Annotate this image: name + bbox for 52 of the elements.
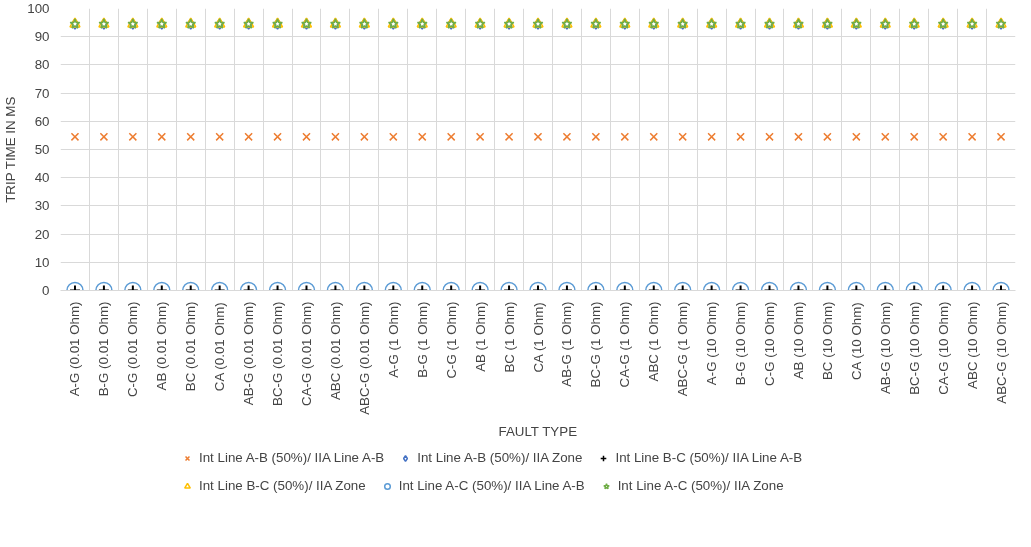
x-tick-label: ABC (10 Ohm) [964,301,980,389]
legend-label: Int Line A-B (50%)/ IIA Zone [417,450,583,465]
x-tick-label: CA-G (10 Ohm) [935,301,951,395]
y-tick-label: 60 [34,113,50,129]
x-tick-label: BC (1 Ohm) [501,301,517,373]
x-tick-label: A-G (0.01 Ohm) [67,301,83,397]
x-tick-label: BC-G (10 Ohm) [906,301,922,395]
y-tick-label: 70 [34,85,50,101]
x-tick-label: C-G (0.01 Ohm) [125,301,141,398]
y-axis-title: TRIP TIME IN MS [3,96,19,203]
x-tick-label: C-G (10 Ohm) [762,301,778,386]
y-tick-label: 10 [34,254,50,270]
legend-label: Int Line A-C (50%)/ IIA Line A-B [398,478,585,493]
legend-label: Int Line B-C (50%)/ IIA Zone [199,478,366,493]
y-tick-label: 90 [34,29,50,45]
x-tick-label: A-G (1 Ohm) [385,301,401,378]
x-tick-label: AB-G (1 Ohm) [559,301,575,387]
x-tick-label: BC (0.01 Ohm) [183,301,199,392]
y-tick-label: 100 [27,1,50,16]
x-tick-label: AB-G (10 Ohm) [877,301,893,395]
x-tick-label: B-G (0.01 Ohm) [96,301,112,397]
x-tick-label: AB (0.01 Ohm) [154,301,170,391]
x-tick-label: AB (10 Ohm) [790,301,806,380]
x-tick-label: ABC-G (1 Ohm) [675,301,691,397]
legend-label: Int Line A-B (50%)/ IIA Line A-B [199,450,385,465]
legend-label: Int Line A-C (50%)/ IIA Zone [617,478,784,493]
y-tick-label: 0 [42,283,50,298]
x-tick-label: ABC (0.01 Ohm) [327,301,343,401]
x-axis-title: FAULT TYPE [498,423,578,439]
x-tick-label: ABC (1 Ohm) [646,301,662,382]
x-tick-label: BC-G (1 Ohm) [588,301,604,388]
y-tick-label: 20 [34,226,50,242]
x-tick-label: C-G (1 Ohm) [443,301,459,379]
x-tick-label: CA (10 Ohm) [848,302,864,380]
y-tick-label: 30 [34,198,50,214]
x-tick-label: CA-G (0.01 Ohm) [298,301,314,406]
x-tick-label: ABC-G (0.01 Ohm) [356,301,372,415]
x-tick-label: CA-G (1 Ohm) [617,301,633,388]
x-tick-label: AB-G (0.01 Ohm) [241,301,257,406]
x-tick-label: BC-G (0.01 Ohm) [270,301,286,406]
x-tick-label: B-G (1 Ohm) [414,301,430,378]
legend-label: Int Line B-C (50%)/ IIA Line A-B [615,450,803,465]
x-tick-label: CA (1 Ohm) [530,302,546,373]
x-tick-label: ABC-G (10 Ohm) [993,301,1009,404]
y-tick-label: 80 [34,57,50,73]
y-tick-label: 50 [34,142,50,157]
x-tick-label: BC (10 Ohm) [819,301,835,380]
x-tick-label: A-G (10 Ohm) [704,301,720,386]
x-tick-label: AB (1 Ohm) [472,301,488,372]
x-tick-label: B-G (10 Ohm) [733,301,749,386]
y-tick-label: 40 [34,170,50,186]
x-tick-label: CA (0.01 Ohm) [212,302,228,392]
